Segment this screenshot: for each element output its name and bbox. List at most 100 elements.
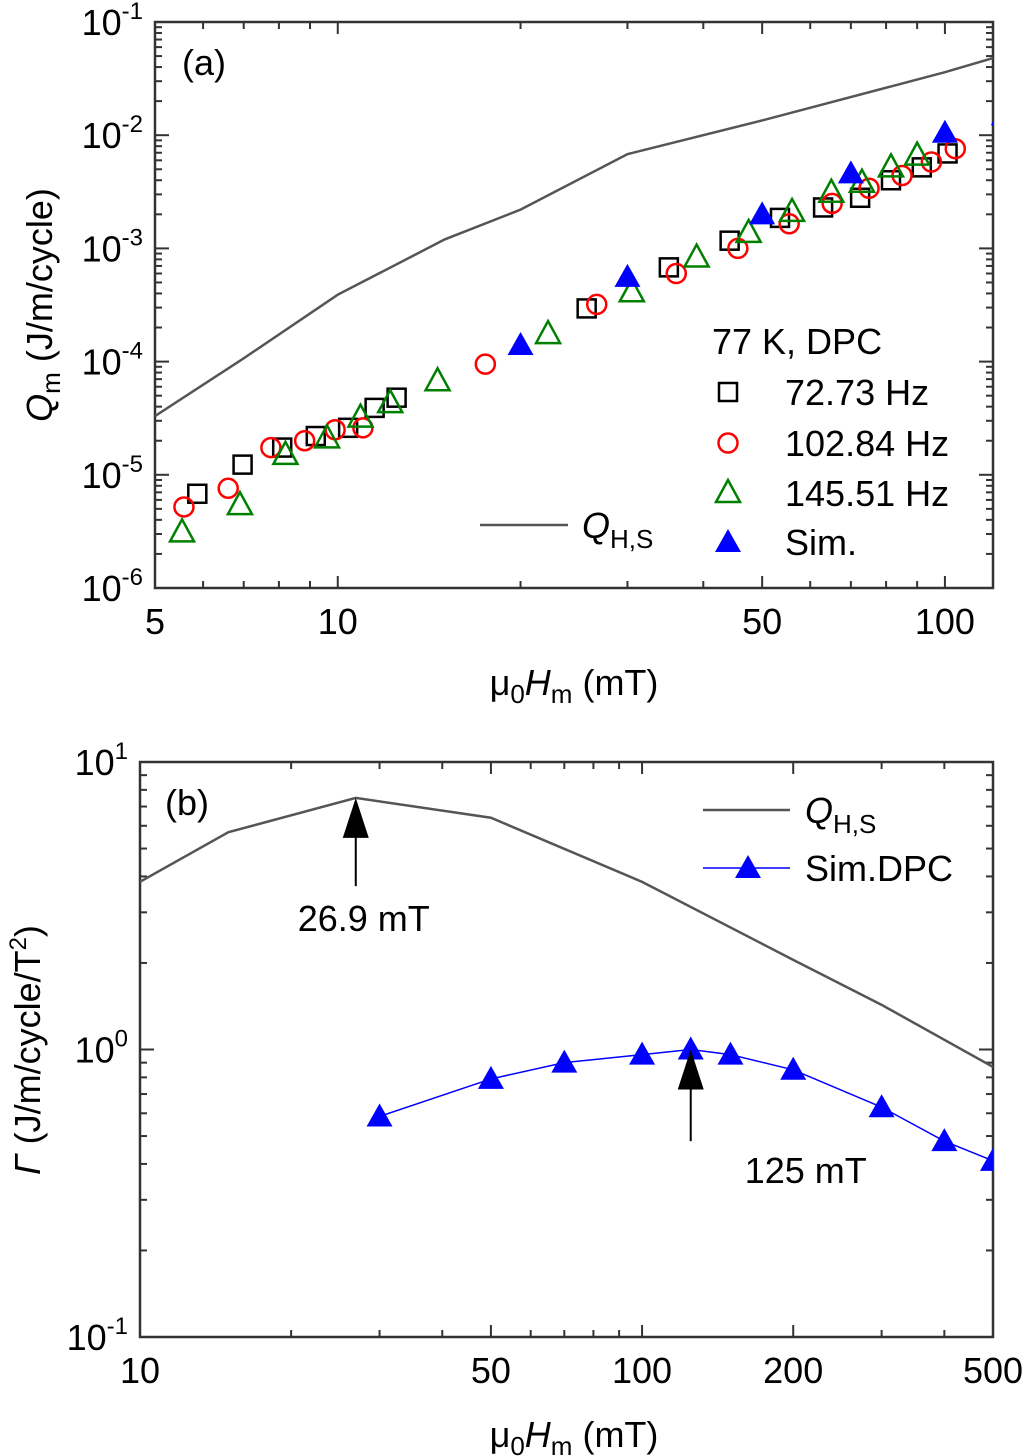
x-label-H: H [525, 662, 552, 703]
data-point [778, 213, 800, 235]
y-tick-base: 10 [82, 568, 122, 609]
data-point [376, 387, 405, 414]
legend-label: 145.51 Hz [785, 473, 949, 514]
legend-marker [735, 855, 761, 878]
y-tick-label: 10-6 [82, 564, 143, 609]
x-tick-label: 10 [120, 1350, 160, 1391]
y-label-sub: m [36, 372, 66, 394]
panel-label: (a) [182, 42, 226, 83]
data-point [920, 151, 943, 173]
legend-marker [713, 477, 743, 504]
data-point [271, 437, 293, 458]
panel-label: (b) [165, 782, 209, 823]
legend-label: 102.84 Hz [785, 423, 949, 464]
data-point [477, 1065, 504, 1089]
data-point [225, 489, 255, 516]
x-label-mu: μ [490, 1414, 511, 1455]
data-point [903, 140, 932, 166]
data-point [677, 1036, 704, 1060]
legend-title: 77 K, DPC [712, 321, 882, 362]
y-tick-exponent: 1 [115, 738, 128, 765]
data-point [858, 177, 880, 199]
data-point [232, 454, 253, 475]
annotation-arrow-head [342, 797, 369, 838]
y-tick-base: 10 [67, 1317, 107, 1358]
y-tick-label: 100 [75, 1026, 128, 1071]
x-axis-label: μ0Hm (mT) [490, 1414, 659, 1456]
data-point [271, 439, 300, 466]
data-point [629, 1041, 656, 1065]
legend-marker [717, 432, 739, 454]
plot-frame [153, 20, 995, 590]
x-label-unit: (mT) [572, 1414, 658, 1455]
data-point [474, 353, 497, 375]
x-label-H: H [525, 1414, 552, 1455]
series-line [379, 1048, 993, 1162]
data-point [780, 1056, 807, 1080]
data-point [682, 241, 711, 268]
plot-frame [138, 760, 995, 1339]
legend-label: QH,S [582, 505, 653, 554]
data-point [217, 477, 239, 500]
legend: 77 K, DPC 72.73 Hz 102.84 Hz 145.51 Hz Sim. Q… [480, 321, 949, 563]
x-axis-label: μ0Hm (mT) [490, 662, 659, 709]
y-tick-label: 10-3 [82, 224, 143, 269]
data-point [665, 262, 688, 285]
x-tick-label: 200 [763, 1350, 823, 1391]
data-point [187, 483, 208, 505]
series-layer [140, 796, 993, 1171]
y-label-Q: Q [19, 394, 60, 422]
y-tick-base: 10 [82, 228, 122, 269]
legend-marker [715, 529, 741, 552]
x-tick-label: 50 [742, 601, 782, 642]
data-point [931, 119, 958, 143]
annotation-label: 125 mT [745, 1150, 867, 1191]
y-tick-base: 10 [82, 342, 122, 383]
x-label-sub: m [551, 679, 573, 709]
y-tick-base: 10 [75, 742, 115, 783]
y-tick-label: 10-5 [82, 451, 143, 496]
series-line [155, 56, 993, 418]
data-point [717, 1041, 744, 1065]
data-point [837, 160, 864, 184]
data-point [817, 177, 846, 204]
y-tick-exponent: -1 [107, 1313, 128, 1340]
y-axis-label: Γ (J/m/cycle/T2) [5, 925, 48, 1175]
data-point [734, 217, 763, 244]
data-point [423, 365, 452, 392]
legend-sub: H,S [610, 524, 653, 554]
legend-label: Sim.DPC [805, 848, 953, 889]
data-point [293, 429, 316, 452]
data-point [617, 276, 646, 303]
legend-marker [717, 381, 739, 403]
y-label-end: ) [7, 925, 48, 937]
data-point [876, 151, 906, 178]
x-label-unit: (mT) [572, 662, 658, 703]
x-tick-label: 10 [318, 601, 358, 642]
y-tick-base: 10 [82, 115, 122, 156]
x-label-sub: m [551, 1431, 573, 1456]
legend-label: QH,S [805, 790, 876, 839]
data-point [821, 192, 843, 215]
y-axis-label: Qm (J/m/cycle) [19, 188, 66, 422]
data-point [260, 436, 282, 459]
legend: QH,S Sim.DPC [703, 790, 953, 889]
y-tick-label: 101 [75, 738, 128, 783]
data-point [868, 1094, 895, 1118]
y-tick-exponent: -2 [122, 111, 143, 138]
y-tick-exponent: -4 [122, 338, 143, 365]
data-point [777, 196, 807, 223]
y-label-sup: 2 [5, 937, 32, 950]
legend-label: 72.73 Hz [785, 372, 929, 413]
data-point [366, 1103, 393, 1127]
data-point [749, 201, 776, 225]
series-line [140, 796, 993, 1068]
x-tick-label: 100 [915, 601, 975, 642]
y-tick-exponent: 0 [115, 1026, 128, 1053]
data-point [614, 263, 641, 287]
panel-a: 5 10 50 10010-110-210-310-410-510-6(a)μ0Hm … [19, 0, 995, 709]
y-tick-label: 10-1 [82, 0, 143, 43]
y-tick-label: 10-4 [82, 338, 143, 383]
